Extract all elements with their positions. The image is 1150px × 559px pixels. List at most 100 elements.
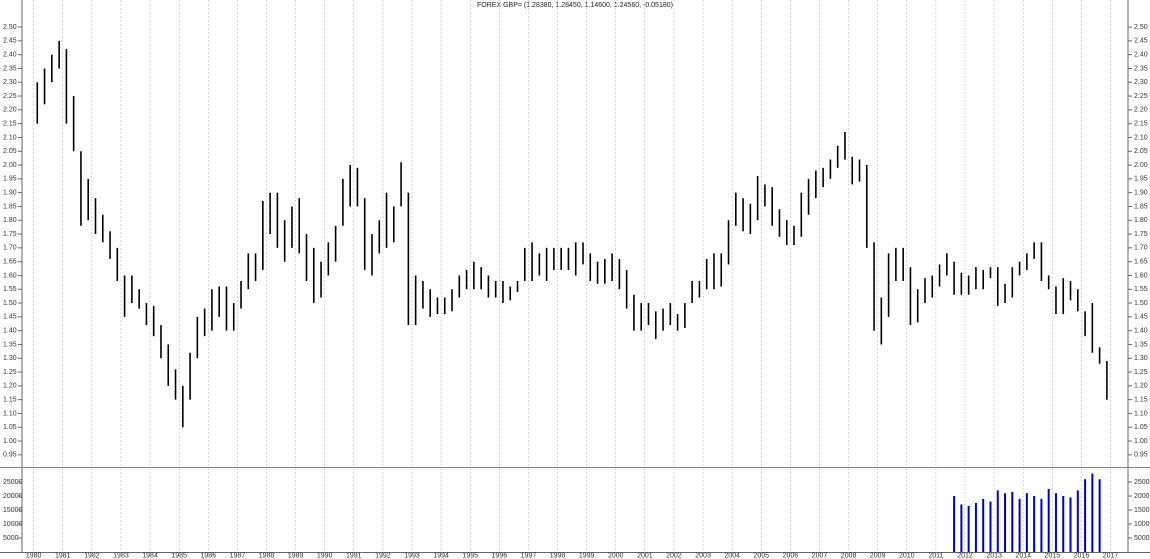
y-tick-label: 1.70: [1134, 245, 1148, 252]
x-tick-label: 1985: [171, 552, 187, 559]
y-tick-label: 1.05: [1134, 424, 1148, 431]
y-tick-label: 1.40: [3, 327, 17, 334]
y-tick-label: 1.00: [3, 438, 17, 445]
y-tick-label: 1.00: [1134, 438, 1148, 445]
y-tick-label: 1.45: [1134, 314, 1148, 321]
volume-bar: [1040, 498, 1043, 552]
volume-bar: [1004, 493, 1007, 552]
y-tick-label: 2.50: [1134, 24, 1148, 31]
y-tick-label: 2.15: [3, 120, 17, 127]
x-tick-label: 2003: [695, 552, 711, 559]
y-tick-label: 1.10: [3, 410, 17, 417]
x-tick-label: 2013: [986, 552, 1002, 559]
volume-bar: [960, 504, 963, 552]
volume-bar: [982, 498, 985, 552]
y-tick-label: 2.20: [3, 107, 17, 114]
y-tick-label: 2.45: [3, 38, 17, 45]
volume-bar: [1069, 497, 1072, 552]
y-tick-label: 2.40: [1134, 51, 1148, 58]
y-tick-label: 1.65: [1134, 258, 1148, 265]
y-tick-label: 2.30: [3, 79, 17, 86]
y-tick-label: 10000: [3, 521, 23, 528]
x-tick-label: 1991: [346, 552, 362, 559]
y-tick-label: 1.35: [1134, 341, 1148, 348]
y-tick-label: 1.15: [1134, 396, 1148, 403]
y-tick-label: 1.95: [3, 176, 17, 183]
y-tick-label: 2.05: [3, 148, 17, 155]
y-tick-label: 10000: [1134, 521, 1150, 528]
x-tick-label: 1983: [113, 552, 129, 559]
y-tick-label: 1.05: [3, 424, 17, 431]
y-tick-label: 1.20: [1134, 383, 1148, 390]
y-tick-label: 5000: [1134, 535, 1150, 542]
y-tick-label: 1.45: [3, 314, 17, 321]
y-tick-label: 2.10: [3, 134, 17, 141]
y-tick-label: 1.75: [3, 231, 17, 238]
y-tick-label: 2.45: [1134, 38, 1148, 45]
y-tick-label: 2.05: [1134, 148, 1148, 155]
volume-bar: [1011, 491, 1014, 552]
x-tick-label: 2001: [637, 552, 653, 559]
x-tick-label: 2015: [1045, 552, 1061, 559]
x-tick-label: 2014: [1015, 552, 1031, 559]
x-tick-label: 2005: [753, 552, 769, 559]
y-tick-label: 1.80: [1134, 217, 1148, 224]
y-tick-label: 1.90: [1134, 189, 1148, 196]
y-tick-label: 2.15: [1134, 120, 1148, 127]
x-tick-label: 1987: [230, 552, 246, 559]
x-tick-label: 2017: [1103, 552, 1119, 559]
x-tick-label: 2008: [841, 552, 857, 559]
volume-bar: [953, 496, 956, 552]
y-tick-label: 1.20: [3, 383, 17, 390]
y-tick-label: 1.50: [3, 300, 17, 307]
y-tick-label: 2.40: [3, 51, 17, 58]
y-tick-label: 2.25: [3, 93, 17, 100]
y-tick-label: 25000: [1134, 479, 1150, 486]
volume-bar: [967, 505, 970, 552]
volume-bar: [996, 490, 999, 552]
x-tick-label: 2009: [870, 552, 886, 559]
y-tick-label: 1.75: [1134, 231, 1148, 238]
y-tick-label: 1.70: [3, 245, 17, 252]
y-tick-label: 20000: [3, 493, 23, 500]
y-tick-label: 5000: [3, 535, 19, 542]
y-tick-label: 2.10: [1134, 134, 1148, 141]
x-tick-label: 1997: [521, 552, 537, 559]
volume-bar: [1047, 489, 1050, 552]
y-tick-label: 20000: [1134, 493, 1150, 500]
y-tick-label: 1.60: [1134, 272, 1148, 279]
y-tick-label: 0.95: [3, 452, 17, 459]
y-tick-label: 2.00: [1134, 162, 1148, 169]
y-tick-label: 2.30: [1134, 79, 1148, 86]
x-tick-label: 1996: [492, 552, 508, 559]
x-tick-label: 2002: [666, 552, 682, 559]
y-tick-label: 1.85: [3, 203, 17, 210]
y-tick-label: 1.30: [3, 355, 17, 362]
y-tick-label: 2.35: [3, 65, 17, 72]
y-tick-label: 1.25: [3, 369, 17, 376]
x-tick-label: 1982: [84, 552, 100, 559]
y-tick-label: 1.35: [3, 341, 17, 348]
x-tick-label: 2016: [1074, 552, 1090, 559]
y-tick-label: 1.65: [3, 258, 17, 265]
x-tick-label: 1988: [259, 552, 275, 559]
x-tick-label: 1980: [26, 552, 42, 559]
y-tick-label: 15000: [3, 507, 23, 514]
y-tick-label: 1.55: [1134, 286, 1148, 293]
y-tick-label: 2.50: [3, 24, 17, 31]
x-tick-label: 2011: [928, 552, 943, 559]
volume-bar: [1091, 473, 1094, 552]
volume-bar: [1054, 493, 1057, 552]
chart-title: FOREX GBP= (1.28380, 1.28450, 1.14600, 1…: [477, 2, 673, 9]
x-tick-label: 1992: [375, 552, 391, 559]
y-tick-label: 1.95: [1134, 176, 1148, 183]
y-tick-label: 1.85: [1134, 203, 1148, 210]
x-tick-label: 1999: [579, 552, 595, 559]
x-tick-label: 1986: [200, 552, 216, 559]
y-tick-label: 2.35: [1134, 65, 1148, 72]
y-tick-label: 1.55: [3, 286, 17, 293]
y-tick-label: 1.80: [3, 217, 17, 224]
x-tick-label: 1989: [288, 552, 304, 559]
x-tick-label: 2010: [899, 552, 915, 559]
volume-bar: [1098, 479, 1101, 552]
